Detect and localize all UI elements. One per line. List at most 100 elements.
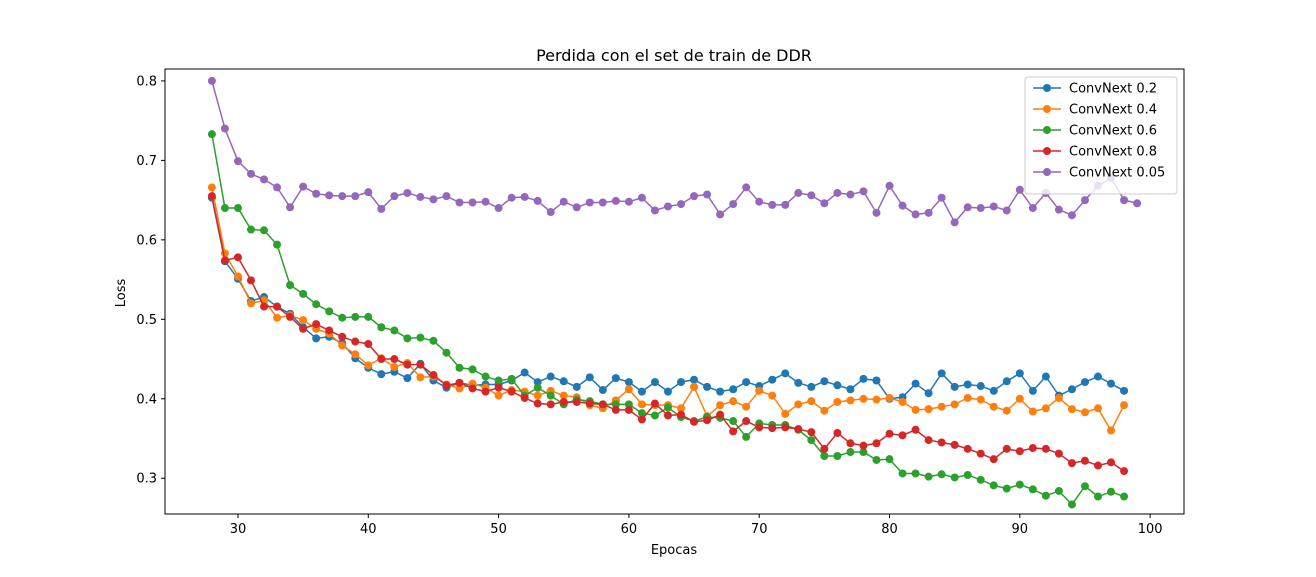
data-point (1094, 492, 1102, 501)
data-point (546, 391, 555, 400)
data-point (690, 375, 699, 384)
data-point (533, 378, 542, 387)
data-point (338, 192, 347, 201)
data-point (1067, 211, 1076, 220)
data-point (1080, 482, 1089, 491)
data-point (260, 302, 269, 311)
data-point (507, 193, 516, 202)
data-point (390, 326, 399, 335)
data-point (781, 369, 790, 378)
data-point (585, 198, 594, 207)
data-point (677, 404, 686, 413)
data-point (364, 188, 373, 197)
data-point (716, 387, 725, 396)
data-point (989, 481, 998, 490)
data-point (807, 382, 816, 391)
data-point (390, 192, 399, 201)
data-point (1107, 458, 1116, 467)
data-point (325, 326, 334, 335)
data-point (351, 350, 360, 359)
data-point (416, 192, 425, 201)
data-point (794, 378, 803, 387)
legend-label: ConvNext 0.4 (1069, 103, 1157, 118)
data-point (729, 427, 738, 436)
y-tick-label: 0.5 (136, 313, 157, 328)
data-point (598, 198, 607, 207)
data-point (559, 391, 568, 400)
data-point (976, 475, 985, 484)
data-point (1028, 407, 1037, 416)
data-point (1080, 408, 1089, 417)
data-point (481, 197, 490, 206)
y-tick-label: 0.7 (136, 154, 157, 169)
series-line-2 (211, 134, 1125, 506)
data-point (1015, 480, 1024, 489)
data-point (364, 361, 373, 370)
data-point (716, 401, 725, 410)
data-point (325, 307, 334, 316)
data-point (377, 204, 386, 213)
data-point (833, 397, 842, 406)
data-point (273, 313, 282, 322)
series-line-4 (211, 80, 1138, 224)
data-point (351, 312, 360, 321)
data-point (937, 369, 946, 378)
data-point (468, 365, 477, 374)
data-point (911, 405, 920, 414)
data-point (768, 424, 777, 433)
data-point (220, 124, 229, 133)
data-point (794, 400, 803, 409)
data-point (520, 192, 529, 201)
data-point (950, 218, 959, 227)
data-point (572, 397, 581, 406)
data-point (1120, 401, 1129, 410)
data-point (233, 157, 242, 166)
data-point (338, 341, 347, 350)
data-point (611, 405, 620, 414)
data-point (937, 193, 946, 202)
data-point (220, 204, 229, 213)
data-point (885, 181, 894, 190)
data-point (429, 370, 438, 379)
data-point (963, 471, 972, 480)
data-point (937, 438, 946, 447)
x-tick-label: 80 (881, 522, 898, 537)
data-point (742, 402, 751, 411)
data-point (650, 399, 659, 408)
data-point (299, 324, 308, 333)
data-point (833, 428, 842, 437)
data-point (820, 444, 829, 453)
data-point (637, 409, 646, 418)
y-tick-label: 0.8 (136, 74, 157, 89)
data-point (585, 373, 594, 382)
data-point (1002, 406, 1011, 415)
data-point (312, 189, 321, 198)
data-point (247, 225, 255, 234)
data-point (611, 374, 620, 383)
data-point (286, 281, 295, 290)
data-point (846, 385, 855, 394)
data-point (1094, 461, 1102, 470)
data-point (690, 192, 699, 201)
data-point (494, 383, 503, 392)
x-tick-label: 100 (1138, 522, 1163, 537)
data-point (703, 190, 712, 199)
data-point (729, 397, 738, 406)
data-point (507, 387, 516, 396)
data-point (859, 394, 868, 403)
data-point (924, 472, 933, 481)
data-point (950, 440, 959, 449)
data-point (1041, 404, 1050, 413)
data-point (911, 469, 920, 478)
data-point (546, 400, 555, 409)
data-point (781, 409, 790, 418)
data-point (976, 449, 985, 458)
data-point (286, 312, 295, 321)
data-point (325, 191, 334, 200)
data-point (559, 397, 568, 406)
data-point (494, 204, 503, 213)
data-point (663, 403, 672, 412)
data-point (1120, 492, 1129, 501)
data-point (742, 183, 751, 192)
data-point (364, 312, 373, 321)
